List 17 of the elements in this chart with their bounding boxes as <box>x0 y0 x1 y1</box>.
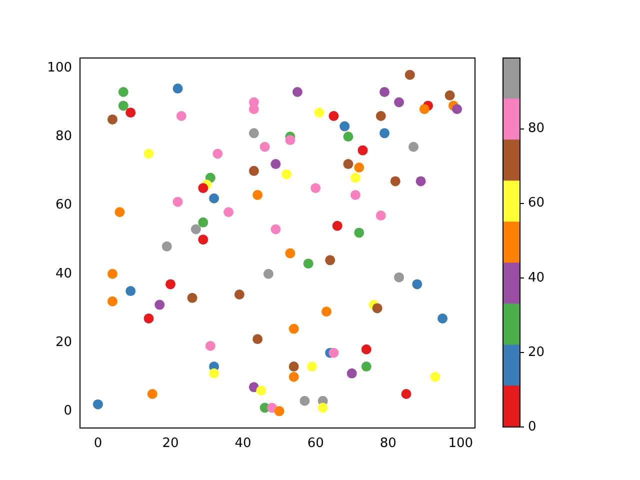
x-tick-label: 0 <box>94 436 102 452</box>
x-tick-label: 40 <box>234 436 252 452</box>
y-tick-label: 20 <box>55 334 72 350</box>
y-tick-label: 0 <box>64 404 72 419</box>
x-tick-label: 20 <box>162 436 179 452</box>
color-bar-label: 80 <box>528 121 545 136</box>
y-tick-label: 100 <box>47 60 72 76</box>
x-tick-label: 60 <box>307 436 324 452</box>
y-tick-label: 60 <box>55 198 72 213</box>
y-tick-label: 40 <box>55 266 72 282</box>
y-tick-label: 80 <box>55 128 72 144</box>
x-tick-label: 100 <box>448 436 474 452</box>
x-tick-label: 80 <box>380 436 396 452</box>
color-bar-label: 60 <box>528 196 545 211</box>
color-bar-label: 40 <box>528 270 545 286</box>
color-bar-label: 20 <box>528 344 545 360</box>
color-bar-label: 0 <box>528 419 536 434</box>
